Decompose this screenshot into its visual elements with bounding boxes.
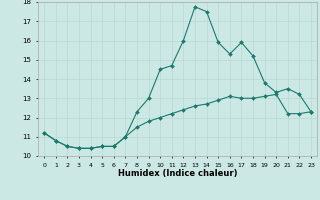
X-axis label: Humidex (Indice chaleur): Humidex (Indice chaleur) [118, 169, 237, 178]
